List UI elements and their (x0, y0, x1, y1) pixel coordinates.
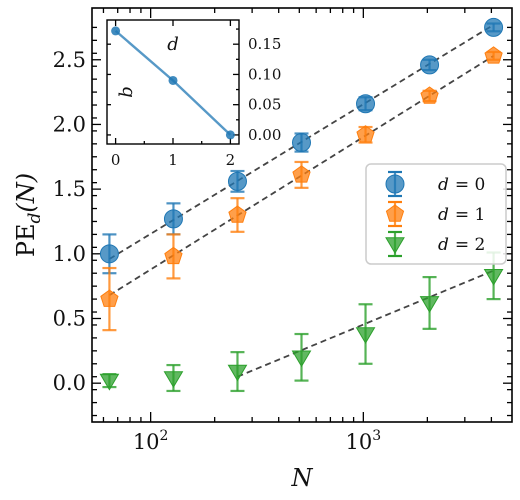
data-point (163, 371, 184, 388)
y-axis-label-arg: (N) (12, 173, 40, 213)
data-point (355, 327, 376, 345)
inset-y-tick-label: 0.15 (248, 35, 281, 53)
y-axis-label-main: PE (12, 223, 40, 257)
data-point (419, 296, 440, 313)
inset-point (168, 75, 178, 85)
data-point (227, 171, 247, 191)
legend-label-value: = 1 (455, 205, 485, 225)
data-point (420, 55, 440, 75)
y-tick-label: 0.0 (53, 371, 86, 395)
series-circle (99, 17, 504, 275)
main-plot: 0.00.51.01.52.02.5 102 103 (53, 7, 513, 454)
x-tick-label: 102 (133, 428, 169, 454)
inset-y-tick-label: 0.05 (248, 96, 281, 114)
data-point (99, 244, 119, 264)
data-point (291, 350, 312, 368)
data-point (228, 205, 247, 223)
data-point (163, 209, 183, 229)
legend-label: d = 0 (438, 175, 485, 195)
data-series (99, 17, 504, 393)
inset-x-tick-label: 2 (226, 151, 236, 169)
inset-point (225, 130, 235, 140)
legend-label: d = 1 (438, 205, 485, 225)
data-point (420, 86, 439, 104)
data-point (164, 246, 183, 265)
legend-label-var: d (438, 205, 449, 225)
series-triangle-down (99, 251, 504, 393)
data-point (100, 289, 119, 307)
legend-label-var: d (438, 235, 449, 255)
data-point (99, 373, 120, 391)
y-tick-label: 1.5 (53, 177, 86, 201)
legend-marker (385, 204, 405, 222)
data-point (356, 125, 375, 143)
inset-annotation: d (167, 34, 179, 55)
series-pentagon (100, 46, 503, 332)
legend-marker (385, 174, 405, 194)
inset-x-tick-label: 0 (111, 151, 121, 169)
x-tick-label: 103 (346, 428, 382, 454)
data-point (483, 269, 504, 286)
x-tick-label-exponent: 2 (160, 428, 169, 444)
x-axis-label: N (291, 464, 314, 492)
inset-x-ticks: 0 1 2 (111, 20, 235, 169)
main-plot-frame (91, 7, 513, 423)
data-point (227, 364, 248, 382)
inset-point (111, 26, 121, 36)
y-tick-label: 0.5 (53, 307, 86, 331)
legend-marker (385, 237, 405, 254)
inset-plot: 0.00 0.05 0.10 0.15 0 1 2 b d (106, 19, 281, 169)
x-tick-label-base: 10 (133, 430, 160, 454)
legend-label-value: = 0 (455, 175, 485, 195)
main-x-ticks: 102 103 (102, 8, 493, 454)
y-tick-label: 2.0 (53, 112, 86, 136)
inset-y-tick-label: 0.00 (248, 126, 281, 144)
legend-label: d = 2 (438, 235, 485, 255)
data-point (484, 17, 504, 37)
data-point (356, 94, 376, 114)
legend-items: d = 0 d = 1 d = 2 (385, 170, 485, 258)
main-y-ticks: 0.0 0.5 1.0 1.5 2.0 2.5 (53, 26, 512, 417)
legend-label-var: d (438, 175, 449, 195)
inset-y-ticks: 0.00 0.05 0.10 0.15 (107, 28, 281, 144)
data-point (291, 133, 311, 153)
legend: d = 0 d = 1 d = 2 (365, 163, 507, 265)
data-point (292, 165, 311, 183)
inset-y-tick-label: 0.10 (248, 65, 281, 83)
x-tick-label-exponent: 3 (372, 428, 381, 444)
inset-x-tick-label: 1 (168, 151, 178, 169)
y-axis-label-sub: d (25, 212, 45, 223)
inset-x-label: b (116, 86, 137, 98)
legend-label-value: = 2 (455, 235, 485, 255)
data-point (484, 46, 503, 64)
fit-line (237, 269, 494, 378)
x-tick-label-base: 10 (346, 430, 373, 454)
y-tick-label: 1.0 (53, 242, 86, 266)
y-axis-label: PEd(N) (12, 173, 45, 257)
inset-series (111, 26, 235, 140)
y-tick-label: 2.5 (53, 48, 86, 72)
